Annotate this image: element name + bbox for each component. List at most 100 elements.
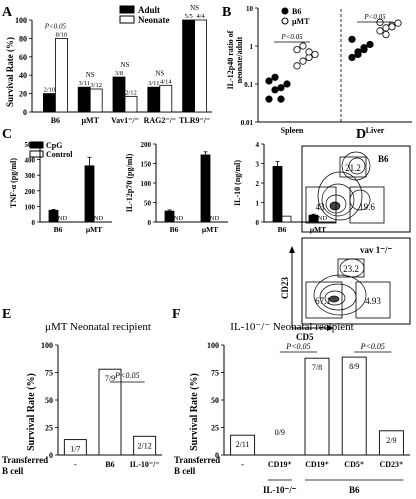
- panel-c2-xtick-label: μMT: [202, 225, 218, 234]
- panel-a-bar-label: 5/5: [184, 13, 192, 20]
- panel-a-bar-adult: [77, 86, 91, 113]
- panel-b-ylabel-line2: neonate/adult: [235, 36, 244, 83]
- panel-c1-ytick-label: 500: [25, 141, 36, 149]
- panel-f-xtick-label: CD23⁺: [380, 460, 404, 469]
- panel-b-point-b6: [348, 53, 356, 62]
- panel-e-annotation: P<0.05: [114, 371, 139, 380]
- flow-gate-vav-top: [337, 258, 365, 278]
- panel-e-ylabel: Survival Rate (%): [26, 373, 37, 451]
- flow-gate-vav-left-value: 67.1: [315, 296, 331, 306]
- panel-b-xtick-label: Spleen: [281, 126, 304, 135]
- panel-a-bar-neonate: [124, 95, 138, 113]
- panel-a-ytick-label: 0: [23, 108, 27, 117]
- panel-b-point-b6: [265, 95, 273, 103]
- panel-a-annotation: NS: [190, 4, 199, 12]
- panel-label-a: A: [2, 5, 13, 20]
- flow-y-arrowhead: [289, 246, 295, 253]
- legend-label-b6: B6: [292, 7, 301, 16]
- panel-b-ytick-label: 0.1: [244, 81, 253, 89]
- panel-label-c: C: [2, 127, 12, 142]
- panel-b-point-b6: [277, 84, 285, 92]
- panel-e-xtick-label: B6: [105, 460, 114, 469]
- panel-a-annotation: P<0.05: [44, 22, 67, 30]
- panel-a-ytick-label: 20: [19, 90, 27, 99]
- panel-a-xtick-label: TLR9⁻/⁻: [179, 116, 210, 125]
- legend-marker-b6: [281, 7, 289, 15]
- panel-a-bar-neonate: [194, 19, 208, 113]
- panel-c1-bar-cpg: [48, 209, 59, 223]
- panel-a-annotation: NS: [86, 71, 95, 79]
- panel-c3-bar-cpg: [308, 214, 319, 223]
- panel-a-annotation: NS: [121, 61, 130, 69]
- panel-c2-ylabel: IL-12p70 (pg/ml): [125, 153, 134, 212]
- panel-f-ytick-label: 75: [211, 369, 219, 378]
- panel-b-point-mumt: [293, 62, 301, 70]
- panel-b-point-mumt: [305, 48, 313, 56]
- panel-c3-ylabel: IL-10 (ng/ml): [233, 160, 242, 206]
- panel-b-point-b6: [354, 50, 362, 59]
- panel-f-bar: [230, 434, 256, 456]
- flow-gate-b6-top-value: 21.2: [345, 163, 361, 173]
- panel-b-ytick-label: 10: [246, 5, 254, 13]
- panel-a-xtick-label: μMT: [81, 116, 99, 125]
- legend-swatch-neonate: [119, 15, 135, 24]
- flow-gate-vav-left: [305, 281, 343, 319]
- panel-b-xtick-label: Liver: [366, 126, 385, 135]
- panel-b-point-mumt: [299, 57, 307, 65]
- panel-c3-ytick-label: 1: [256, 200, 260, 208]
- panel-b-ylabel-line1: IL-12p40 ratio of: [226, 30, 235, 89]
- panel-c2-ytick-label: 0: [148, 219, 152, 227]
- panel-a-bar-label: 3/11: [148, 80, 159, 87]
- panel-f-bar: [378, 430, 404, 456]
- panel-c2-ytick-label: 200: [141, 141, 152, 149]
- panel-f-ytick-label: 25: [211, 424, 219, 433]
- panel-a-bar-adult: [182, 19, 196, 113]
- panel-f-bar-label: 2/9: [386, 436, 396, 445]
- panel-c1-nd-label: ND: [94, 215, 104, 222]
- panel-f-ytick-label: 0: [215, 451, 219, 460]
- panel-f-bar-label: 2/11: [236, 440, 250, 449]
- panel-f-bar-label: 8/9: [349, 362, 359, 371]
- panel-a-ytick-label: 40: [19, 71, 27, 80]
- panel-b-point-mumt: [293, 46, 301, 54]
- panel-c1-xtick-label: μMT: [86, 225, 102, 234]
- panel-a-chart: Survival Rate (%) Adult Neonate 0 20 40 60 8…: [5, 4, 212, 125]
- panel-f-bar: [304, 357, 330, 456]
- panel-c1-bar-cpg: [84, 165, 95, 223]
- panel-b-ytick-label: 0.01: [241, 119, 254, 127]
- panel-e-xheader: Transferred: [2, 455, 48, 465]
- panel-e-ytick-label: 100: [41, 341, 53, 350]
- panel-a-bar-adult: [147, 86, 161, 113]
- legend-swatch-control: [29, 150, 44, 158]
- panel-c1-ytick-label: 400: [25, 157, 36, 165]
- panel-f-ytick-label: 100: [207, 341, 219, 350]
- panel-a-bar-neonate: [159, 84, 173, 113]
- panel-f-bar-label: 0/9: [275, 428, 285, 437]
- flow-gate-b6-right: [349, 186, 385, 224]
- flow-gate-b6-right-value: 19.6: [359, 202, 375, 212]
- panel-c3-ytick-label: 0: [256, 219, 260, 227]
- flow-plot-vav-title: vav 1⁻/⁻: [360, 245, 393, 255]
- panel-a-ylabel: Survival Rate (%): [5, 37, 15, 107]
- panel-a-xtick-label: B6: [51, 116, 60, 125]
- panel-e-xheader2: B cell: [2, 466, 24, 476]
- panel-c1-nd-label: ND: [58, 215, 68, 222]
- legend-label-neonate: Neonate: [138, 15, 170, 25]
- panel-e-bar-label: 1/7: [70, 445, 80, 454]
- panel-a-xtick-label: RAG2⁻/⁻: [144, 116, 176, 125]
- panel-c3-xtick-label: B6: [278, 225, 287, 234]
- panel-c1-ytick-label: 100: [25, 203, 36, 211]
- panel-b-point-mumt: [382, 30, 390, 39]
- panel-b-point-mumt: [382, 24, 390, 32]
- panel-c2-nd-label: ND: [174, 215, 184, 222]
- panel-f-bar-label: 7/8: [312, 363, 322, 372]
- panel-b-point-mumt: [388, 23, 396, 31]
- flow-gate-b6-left: [305, 186, 337, 224]
- panel-b-point-b6: [283, 80, 291, 88]
- panel-a-bar-adult: [112, 76, 126, 113]
- panel-b-ytick-label: 1: [250, 43, 254, 51]
- panel-f-annotation: P<0.05: [285, 342, 310, 351]
- flow-plot-b6-frame: [301, 145, 411, 233]
- panel-c3-nd-label: ND: [318, 215, 328, 222]
